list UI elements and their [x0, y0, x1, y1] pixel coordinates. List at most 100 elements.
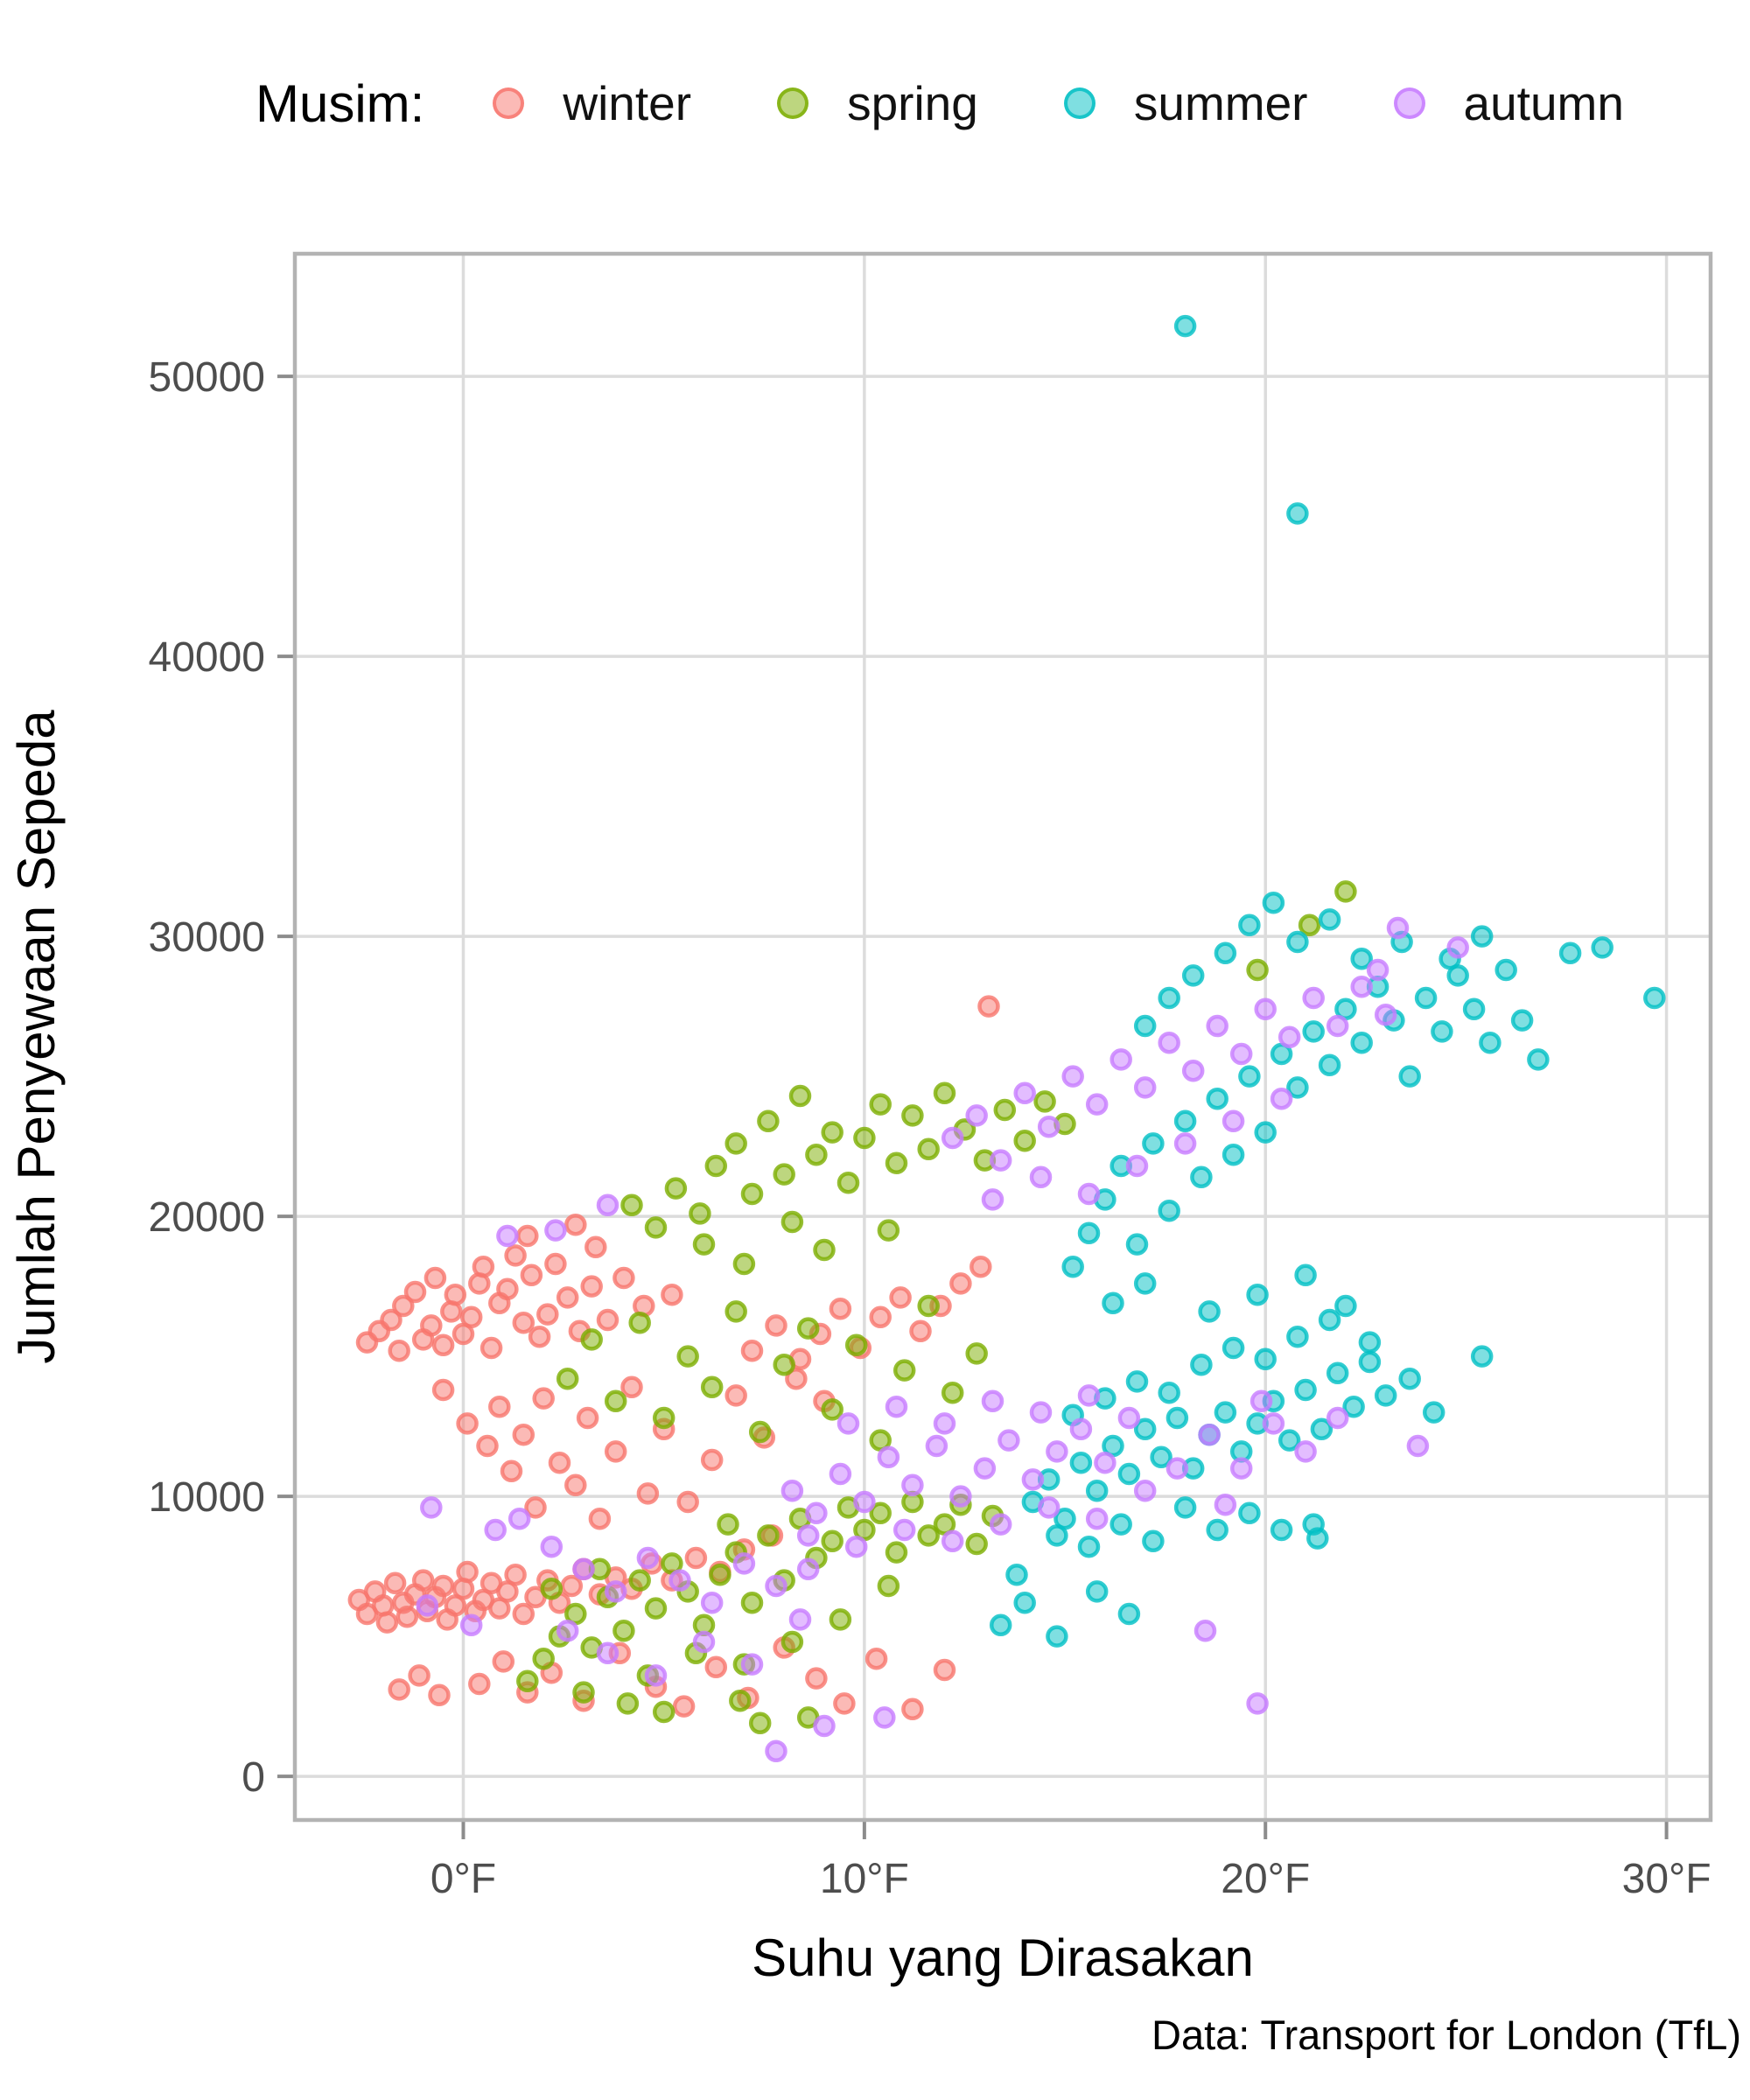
- legend-label-winter: winter: [563, 76, 692, 130]
- data-point-autumn: [556, 1619, 579, 1642]
- data-point-winter: [977, 995, 1000, 1018]
- data-point-winter: [661, 1283, 683, 1306]
- data-point-winter: [512, 1311, 536, 1334]
- data-point-autumn: [1366, 958, 1390, 982]
- data-point-autumn: [1262, 1412, 1285, 1435]
- data-point-summer: [1591, 936, 1614, 959]
- data-point-spring: [604, 1390, 627, 1413]
- data-point-spring: [933, 1082, 956, 1105]
- data-point-summer: [1254, 1121, 1277, 1144]
- legend-label-autumn: autumn: [1463, 76, 1624, 130]
- data-point-winter: [740, 1339, 764, 1362]
- data-point-summer: [1005, 1563, 1028, 1586]
- data-point-winter: [488, 1395, 511, 1418]
- data-point-winter: [383, 1572, 407, 1595]
- data-point-spring: [709, 1563, 732, 1586]
- legend-title: Musim:: [256, 74, 425, 133]
- y-tick-label: 0: [242, 1754, 265, 1801]
- data-point-winter: [520, 1264, 543, 1287]
- data-point-winter: [672, 1695, 696, 1718]
- data-point-spring: [1298, 914, 1321, 937]
- data-point-summer: [1414, 986, 1438, 1010]
- data-point-winter: [468, 1672, 491, 1696]
- data-point-spring: [616, 1692, 640, 1715]
- data-point-winter: [584, 1236, 607, 1259]
- data-point-autumn: [1037, 1496, 1060, 1519]
- data-point-autumn: [1406, 1434, 1430, 1458]
- data-point-autumn: [836, 1412, 860, 1435]
- data-point-summer: [1374, 1384, 1397, 1407]
- data-point-summer: [1286, 1076, 1309, 1099]
- data-point-spring: [757, 1110, 780, 1133]
- data-point-winter: [472, 1255, 495, 1278]
- x-axis-title: Suhu yang Dirasakan: [752, 1928, 1254, 1987]
- data-point-spring: [572, 1681, 595, 1704]
- data-point-autumn: [941, 1530, 964, 1553]
- data-point-summer: [1398, 1367, 1421, 1390]
- data-point-summer: [1046, 1625, 1068, 1648]
- data-point-autumn: [572, 1558, 595, 1581]
- data-point-winter: [388, 1339, 410, 1362]
- data-point-autumn: [1250, 1390, 1273, 1413]
- data-point-autumn: [925, 1434, 948, 1458]
- data-point-summer: [1077, 1222, 1101, 1245]
- data-point-summer: [1350, 947, 1373, 970]
- data-point-spring: [717, 1513, 739, 1536]
- data-point-spring: [877, 1219, 900, 1242]
- data-point-spring: [941, 1381, 964, 1404]
- data-point-winter: [456, 1412, 479, 1435]
- data-point-autumn: [459, 1614, 483, 1637]
- data-point-winter: [516, 1224, 539, 1248]
- data-point-autumn: [596, 1194, 620, 1217]
- data-point-summer: [1306, 1527, 1329, 1550]
- data-point-autumn: [1158, 1031, 1180, 1054]
- data-point-autumn: [1069, 1418, 1093, 1441]
- data-point-spring: [844, 1334, 868, 1357]
- data-point-summer: [989, 1614, 1012, 1637]
- data-point-autumn: [1110, 1048, 1132, 1071]
- data-point-autumn: [544, 1219, 567, 1242]
- data-point-autumn: [796, 1558, 820, 1581]
- data-point-summer: [1085, 1479, 1109, 1502]
- data-point-spring: [917, 1138, 940, 1161]
- data-point-spring: [773, 1353, 795, 1376]
- data-point-autumn: [604, 1580, 627, 1603]
- data-point-autumn: [1350, 975, 1373, 998]
- data-point-summer: [1262, 891, 1285, 914]
- data-point-summer: [1142, 1530, 1165, 1553]
- data-point-winter: [411, 1569, 435, 1592]
- data-point-autumn: [949, 1485, 972, 1508]
- data-point-spring: [821, 1530, 844, 1553]
- data-point-spring: [917, 1524, 940, 1547]
- data-point-autumn: [540, 1535, 564, 1558]
- y-axis-title: Jumlah Penyewaan Sepeda: [7, 710, 66, 1364]
- legend-item-summer: summer: [1063, 75, 1308, 131]
- data-point-winter: [408, 1664, 430, 1687]
- data-point-summer: [1270, 1518, 1293, 1542]
- data-point-spring: [689, 1202, 711, 1225]
- data-point-spring: [877, 1574, 900, 1598]
- data-point-summer: [1173, 1496, 1197, 1519]
- data-point-spring: [628, 1311, 651, 1334]
- data-point-winter: [901, 1698, 924, 1721]
- data-point-winter: [496, 1278, 519, 1301]
- data-point-spring: [901, 1104, 924, 1127]
- data-point-autumn: [1386, 916, 1410, 940]
- data-point-winter: [388, 1678, 410, 1701]
- legend-label-summer: summer: [1133, 76, 1308, 130]
- data-point-autumn: [998, 1429, 1020, 1452]
- data-point-winter: [492, 1650, 515, 1673]
- data-point-summer: [1294, 1264, 1317, 1287]
- data-point-autumn: [1446, 936, 1469, 959]
- data-point-winter: [431, 1574, 455, 1598]
- data-point-summer: [1350, 1031, 1373, 1054]
- data-point-spring: [652, 1406, 676, 1430]
- data-point-summer: [1198, 1300, 1221, 1323]
- data-point-winter: [431, 1378, 455, 1402]
- data-point-summer: [1510, 1009, 1534, 1032]
- data-point-autumn: [1206, 1014, 1228, 1038]
- data-point-winter: [829, 1297, 852, 1320]
- data-point-summer: [1133, 1014, 1157, 1038]
